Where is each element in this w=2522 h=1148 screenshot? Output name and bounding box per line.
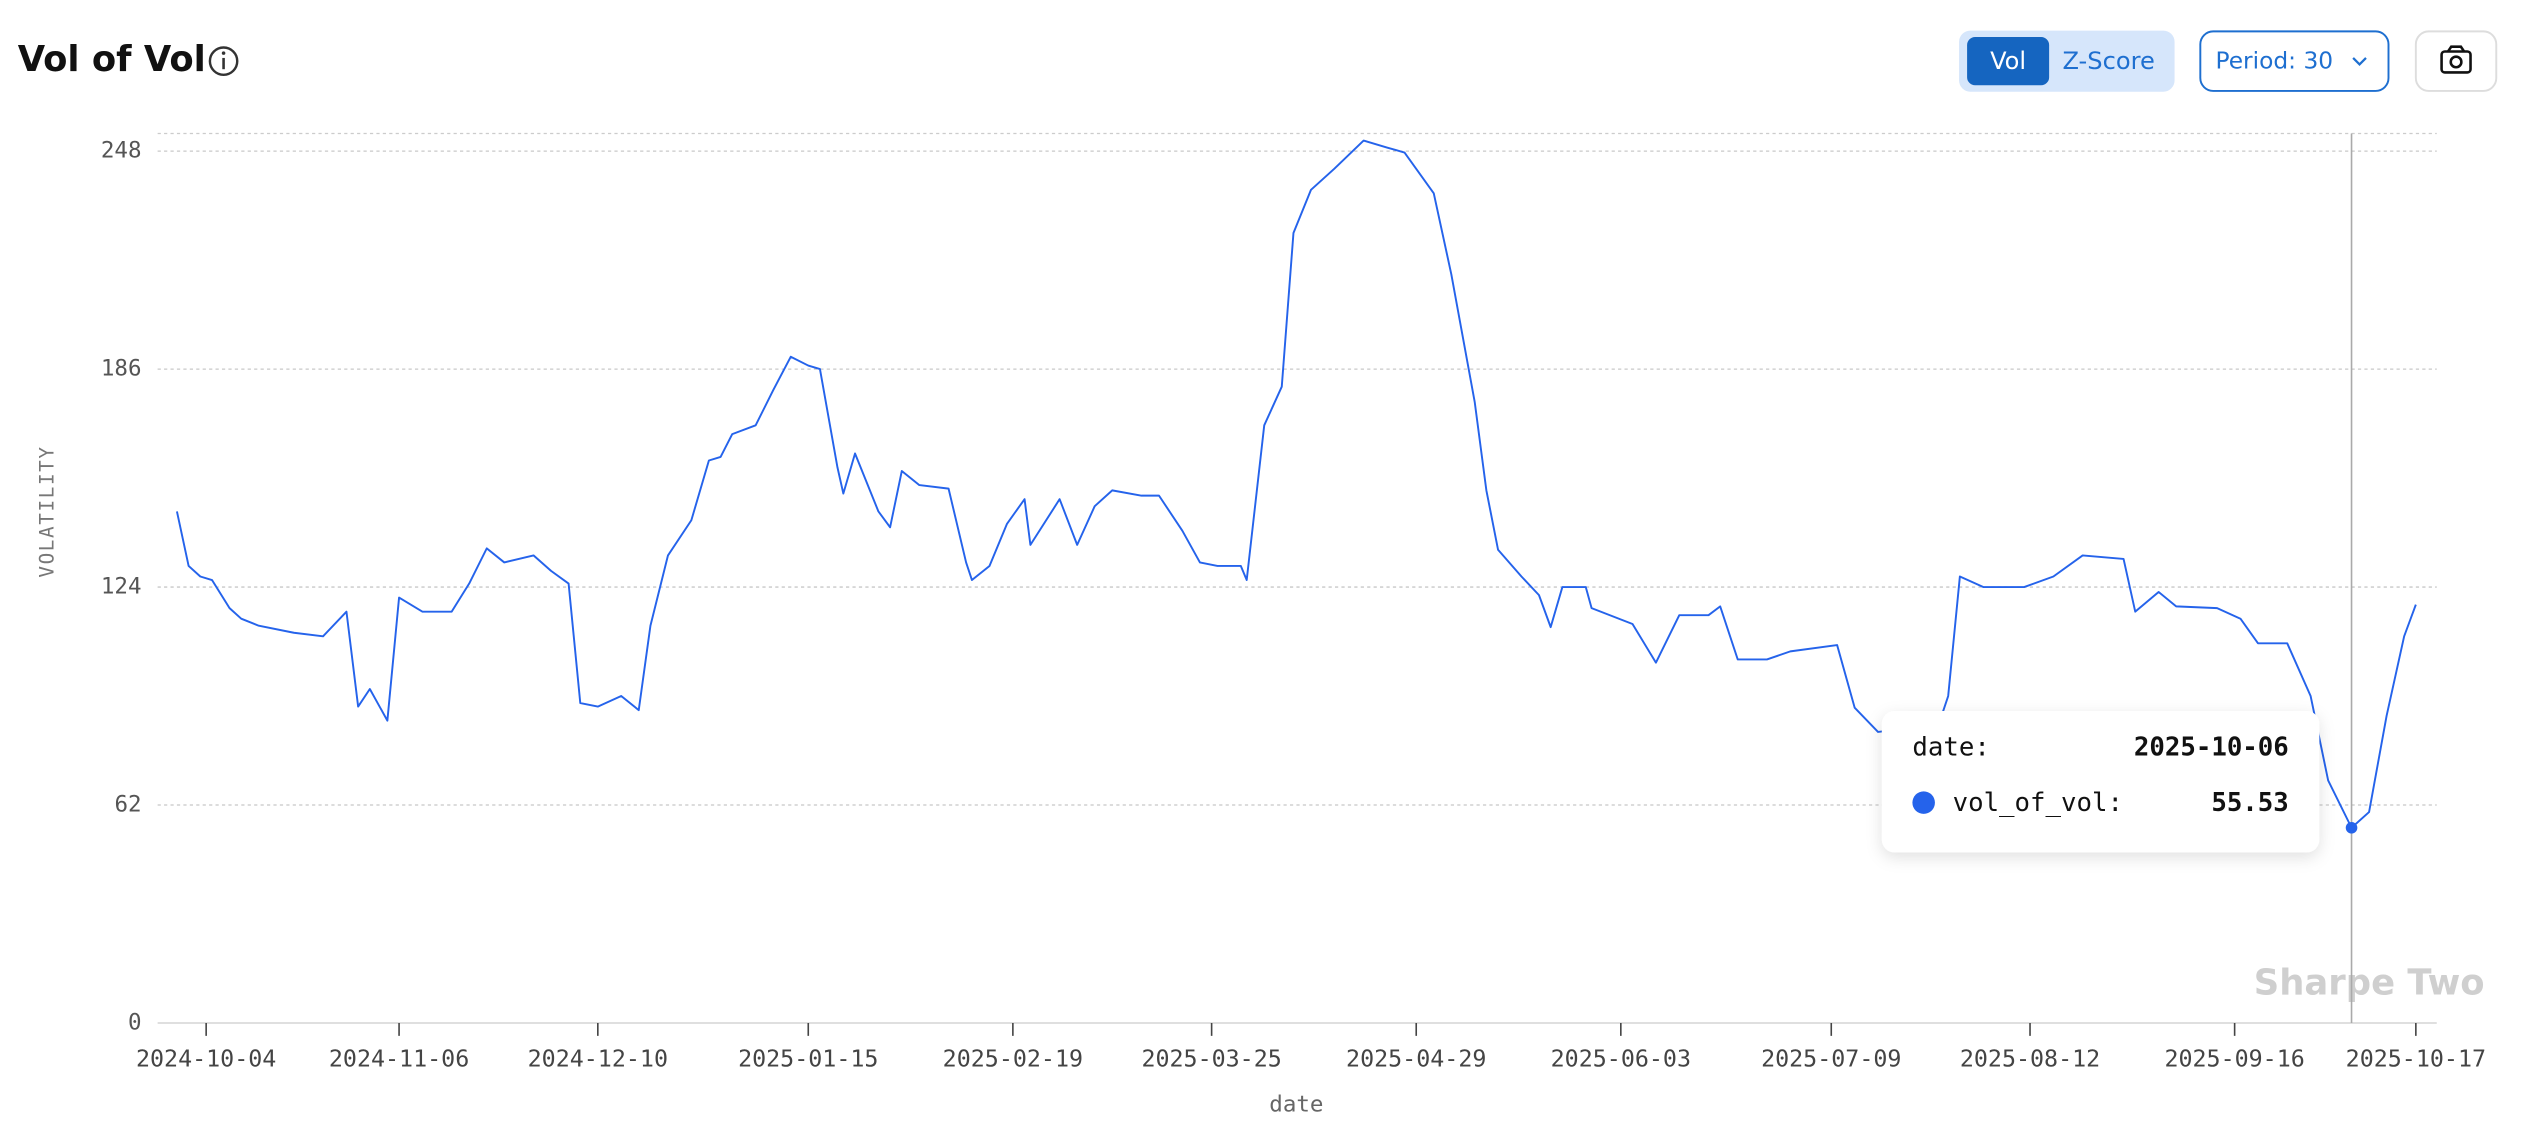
y-tick-label: 186	[101, 356, 142, 382]
x-tick-label: 2025-02-19	[943, 1045, 1083, 1072]
tooltip-series-label: vol_of_vol:	[1953, 788, 2123, 818]
watermark: Sharpe Two	[2254, 962, 2485, 1003]
tooltip-swatch	[1912, 791, 1935, 814]
toggle-vol[interactable]	[1967, 37, 2050, 86]
period-label[interactable]: Period: 30	[2215, 47, 2333, 74]
x-tick-label: 2025-04-29	[1346, 1045, 1486, 1072]
x-tick-label: 2025-09-16	[2164, 1045, 2304, 1072]
toggle-zscore-label[interactable]: Z-Score	[2062, 47, 2154, 75]
camera-button[interactable]	[2414, 30, 2498, 92]
tooltip-date-label: date:	[1912, 732, 1989, 762]
x-tick-label: 2025-07-09	[1761, 1045, 1901, 1072]
info-icon[interactable]	[208, 46, 239, 77]
tooltip-value: 55.53	[2211, 788, 2288, 818]
camera-icon	[2440, 45, 2472, 74]
series-line	[175, 139, 2417, 829]
y-tick-label: 62	[114, 792, 141, 818]
x-tick-label: 2025-10-17	[2346, 1045, 2486, 1072]
y-tick-label: 0	[128, 1009, 142, 1035]
x-tick-label: 2024-10-04	[136, 1045, 276, 1072]
toggle-vol-label[interactable]: Vol	[1990, 47, 2026, 75]
x-tick-label: 2024-12-10	[528, 1045, 668, 1072]
dropdown-chevron	[2352, 57, 2367, 66]
hover-point	[2345, 821, 2358, 834]
y-tick-label: 248	[101, 138, 142, 164]
x-tick-label: 2025-08-12	[1960, 1045, 2100, 1072]
x-tick-label: 2024-11-06	[329, 1045, 469, 1072]
period-dropdown[interactable]	[2199, 30, 2390, 92]
x-tick-label: 2025-01-15	[738, 1045, 878, 1072]
tooltip-date: 2025-10-06	[2134, 732, 2289, 762]
tooltip-box	[1881, 710, 2320, 853]
x-axis-label: date	[1269, 1092, 1323, 1118]
y-tick-label: 124	[101, 574, 142, 600]
x-tick-label: 2025-06-03	[1551, 1045, 1691, 1072]
page-title: Vol of Vol	[18, 39, 206, 80]
y-axis-label: VOLATILITY	[36, 445, 59, 577]
x-tick-label: 2025-03-25	[1141, 1045, 1281, 1072]
